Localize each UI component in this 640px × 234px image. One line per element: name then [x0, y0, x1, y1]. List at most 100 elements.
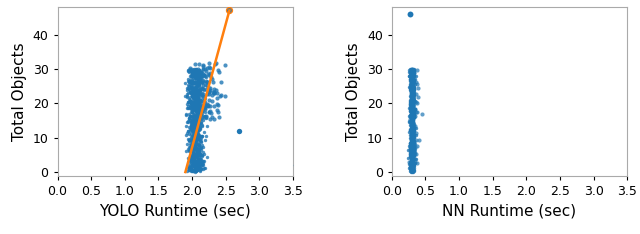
- Point: [193, 73, 203, 77]
- Point: [408, 77, 418, 81]
- Point: [200, 80, 211, 83]
- Point: [406, 153, 416, 157]
- Point: [408, 120, 419, 124]
- Point: [186, 123, 196, 126]
- Point: [191, 104, 201, 108]
- Point: [406, 155, 417, 159]
- Point: [183, 68, 193, 72]
- Point: [408, 143, 418, 147]
- Point: [408, 163, 418, 167]
- Point: [186, 99, 196, 103]
- Point: [188, 128, 198, 131]
- Point: [191, 148, 201, 152]
- Point: [205, 111, 216, 114]
- Point: [205, 71, 216, 75]
- Point: [204, 61, 214, 65]
- Point: [184, 160, 195, 164]
- Point: [407, 154, 417, 158]
- Point: [202, 66, 212, 69]
- Point: [407, 69, 417, 73]
- Point: [196, 70, 206, 73]
- Point: [408, 110, 418, 113]
- Point: [406, 127, 416, 131]
- Point: [408, 169, 418, 173]
- Point: [406, 155, 416, 159]
- Point: [408, 130, 419, 134]
- Point: [198, 150, 208, 154]
- Point: [200, 75, 211, 79]
- Point: [188, 146, 198, 150]
- Point: [184, 125, 195, 129]
- Point: [406, 142, 416, 146]
- Point: [193, 92, 204, 96]
- Point: [193, 98, 203, 102]
- Point: [408, 87, 419, 91]
- Point: [408, 86, 418, 89]
- Point: [201, 69, 211, 73]
- Point: [193, 132, 203, 136]
- Point: [189, 74, 199, 78]
- Point: [407, 107, 417, 111]
- Point: [406, 69, 417, 73]
- Point: [193, 153, 204, 156]
- Point: [405, 165, 415, 169]
- Point: [406, 126, 417, 130]
- Point: [408, 163, 419, 167]
- Point: [186, 75, 196, 79]
- Point: [407, 118, 417, 122]
- Point: [406, 123, 416, 127]
- Point: [406, 167, 417, 171]
- Point: [187, 72, 197, 75]
- Point: [406, 80, 417, 84]
- Point: [187, 70, 197, 74]
- Point: [196, 136, 206, 140]
- Point: [190, 81, 200, 85]
- Point: [192, 99, 202, 102]
- Point: [407, 113, 417, 117]
- Point: [406, 97, 417, 101]
- Point: [408, 80, 419, 84]
- Point: [408, 130, 419, 133]
- Point: [406, 142, 416, 146]
- Point: [198, 100, 208, 103]
- Point: [406, 96, 416, 100]
- Point: [198, 106, 209, 109]
- Point: [405, 169, 415, 173]
- Point: [187, 120, 197, 124]
- Point: [407, 109, 417, 113]
- Point: [193, 107, 203, 111]
- Point: [200, 100, 210, 104]
- Point: [408, 158, 418, 162]
- Point: [191, 84, 201, 88]
- Point: [190, 123, 200, 127]
- Point: [406, 159, 416, 162]
- Point: [186, 139, 196, 143]
- Point: [187, 108, 197, 112]
- Point: [405, 109, 415, 113]
- Point: [191, 141, 202, 144]
- Point: [406, 95, 416, 99]
- Point: [408, 167, 418, 170]
- Point: [188, 138, 198, 141]
- Point: [408, 126, 418, 129]
- Point: [191, 159, 201, 163]
- Point: [190, 161, 200, 165]
- Point: [406, 143, 417, 146]
- Point: [407, 118, 417, 121]
- Point: [407, 122, 417, 126]
- Point: [406, 164, 417, 168]
- Point: [196, 139, 207, 143]
- Point: [189, 130, 200, 134]
- Point: [188, 96, 198, 100]
- Point: [405, 161, 415, 164]
- Point: [188, 148, 198, 152]
- Point: [408, 159, 418, 163]
- Point: [189, 168, 199, 172]
- Point: [185, 129, 195, 133]
- Point: [188, 80, 198, 84]
- Point: [186, 86, 196, 90]
- Point: [188, 156, 198, 160]
- Point: [407, 161, 417, 165]
- Point: [196, 141, 206, 144]
- Point: [182, 92, 192, 96]
